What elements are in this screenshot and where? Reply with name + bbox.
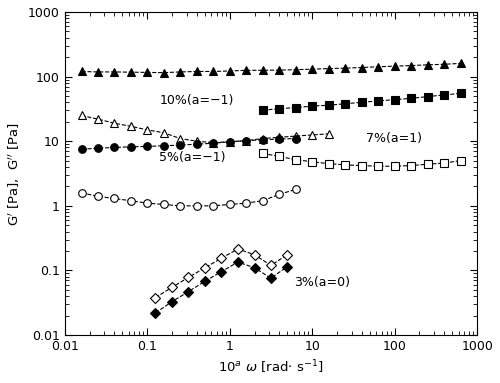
Text: 10%(a=−1): 10%(a=−1) bbox=[160, 95, 234, 107]
Y-axis label: G$'$ [Pa],  G$''$ [Pa]: G$'$ [Pa], G$''$ [Pa] bbox=[7, 121, 22, 226]
Text: 7%(a=1): 7%(a=1) bbox=[366, 132, 422, 145]
Text: 3%(a=0): 3%(a=0) bbox=[294, 276, 350, 289]
X-axis label: $10^{a}\ \omega\ \mathrm{[rad{\cdot}\ s^{-1}]}$: $10^{a}\ \omega\ \mathrm{[rad{\cdot}\ s^… bbox=[218, 358, 324, 376]
Text: 5%(a=−1): 5%(a=−1) bbox=[160, 152, 226, 164]
